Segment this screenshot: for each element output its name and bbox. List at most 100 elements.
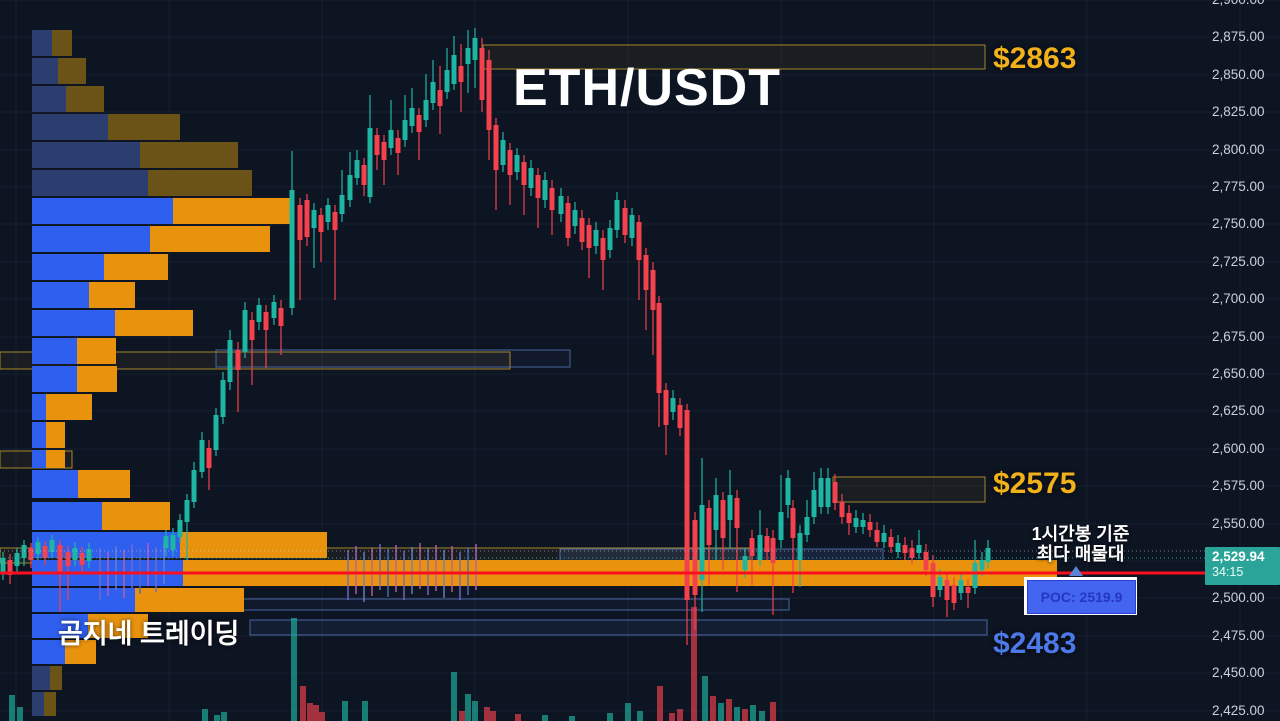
candle-body [764, 536, 770, 552]
price-axis-label[interactable]: 2,425.00 [1212, 703, 1265, 718]
supply-zone-annotation: 1시간봉 기준 최다 매물대 [1013, 524, 1148, 564]
volume-bar [342, 701, 348, 721]
volume-profile-buy-bar [32, 640, 65, 664]
candle-body [213, 415, 219, 450]
candle-body [388, 130, 394, 148]
candle-body [958, 580, 964, 593]
candle-body [367, 128, 373, 197]
candle-body [493, 125, 499, 170]
last-price-value: 2,529.94 [1212, 549, 1265, 564]
candle-body [381, 142, 387, 160]
volume-bar [221, 712, 227, 721]
candle-body [170, 535, 176, 550]
volume-bar [657, 686, 663, 721]
price-axis-label[interactable]: 2,875.00 [1212, 29, 1265, 44]
candle-body [416, 115, 422, 132]
candle-body [318, 215, 324, 232]
candle-body [339, 195, 345, 214]
volume-profile-buy-bar [32, 450, 46, 468]
candle-body [706, 508, 712, 545]
price-axis-label[interactable]: 2,775.00 [1212, 179, 1265, 194]
candle-body [28, 548, 34, 560]
volume-profile-buy-bar [32, 30, 52, 56]
candle-body [479, 48, 485, 100]
volume-bar [637, 711, 643, 721]
price-axis-label[interactable]: 2,700.00 [1212, 291, 1265, 306]
candle-body [846, 513, 852, 523]
volume-profile-sell-bar [77, 366, 117, 392]
candle-body [227, 340, 233, 382]
candle-body [220, 380, 226, 417]
volume-profile-sell-bar [66, 86, 104, 112]
volume-profile-sell-bar [77, 338, 116, 364]
candle-body [35, 542, 41, 554]
price-tag-2483[interactable]: $2483 [993, 627, 1077, 660]
candle-body [684, 410, 690, 600]
candle-body [663, 390, 669, 425]
price-axis-label[interactable]: 2,750.00 [1212, 216, 1265, 231]
poc-callout-inner: POC: 2519.9 [1027, 580, 1136, 614]
price-axis-label[interactable]: 2,600.00 [1212, 441, 1265, 456]
volume-profile-buy-bar [32, 692, 44, 716]
price-tag-2575[interactable]: $2575 [993, 467, 1077, 500]
volume-profile-sell-bar [102, 502, 170, 530]
volume-bar [515, 714, 521, 721]
price-tag-2863[interactable]: $2863 [993, 42, 1077, 75]
candle-body [895, 543, 901, 552]
volume-bar [702, 676, 708, 721]
candle-body [558, 196, 564, 214]
candle-body [860, 520, 866, 527]
volume-profile-sell-bar [135, 588, 244, 612]
candle-body [242, 310, 248, 352]
volume-profile-buy-bar [32, 422, 46, 448]
price-axis-label[interactable]: 2,675.00 [1212, 329, 1265, 344]
price-axis-label[interactable]: 2,450.00 [1212, 665, 1265, 680]
volume-bar [742, 709, 748, 721]
volume-bar [17, 707, 23, 721]
price-axis-label[interactable]: 2,900.00 [1212, 0, 1278, 9]
price-axis-label[interactable]: 2,550.00 [1212, 516, 1265, 531]
volume-bar [710, 696, 716, 721]
volume-bar [472, 701, 478, 721]
candle-body [818, 478, 824, 507]
candle-body [951, 585, 957, 603]
candle-body [888, 537, 894, 547]
candle-body [692, 520, 698, 595]
candle-body [65, 552, 71, 566]
poc-callout-box[interactable]: POC: 2519.9 [1024, 577, 1137, 615]
volume-profile-sell-bar [115, 310, 193, 336]
candle-body [937, 577, 943, 590]
candle-body [600, 238, 606, 260]
volume-profile-buy-bar [32, 588, 135, 612]
candle-body [361, 165, 367, 185]
price-axis-label[interactable]: 2,625.00 [1212, 403, 1265, 418]
candle-body [727, 495, 733, 520]
price-axis-label[interactable]: 2,725.00 [1212, 254, 1265, 269]
volume-profile-buy-bar [32, 502, 102, 530]
volume-profile-sell-bar [44, 692, 56, 716]
price-axis-label[interactable]: 2,500.00 [1212, 590, 1265, 605]
price-axis-label[interactable]: 2,575.00 [1212, 478, 1265, 493]
candle-countdown: 34:15 [1212, 565, 1244, 579]
price-axis-label[interactable]: 2,825.00 [1212, 104, 1265, 119]
volume-bar [291, 618, 297, 721]
candle-body [586, 225, 592, 248]
price-axis-label[interactable]: 2,850.00 [1212, 67, 1265, 82]
price-axis-label[interactable]: 2,800.00 [1212, 142, 1265, 157]
volume-profile-buy-bar [32, 282, 89, 308]
candle-body [720, 500, 726, 538]
price-axis-label[interactable]: 2,475.00 [1212, 628, 1265, 643]
yellow-supply-zone-box [482, 44, 986, 70]
candle-body [297, 205, 303, 240]
candle-body [614, 200, 620, 230]
candle-body [656, 303, 662, 393]
volume-bar [691, 607, 697, 721]
price-axis-label[interactable]: 2,650.00 [1212, 366, 1265, 381]
candle-body [395, 138, 401, 153]
volume-profile-sell-bar [46, 394, 92, 420]
candle-body [486, 60, 492, 130]
candle-body [965, 587, 971, 593]
candle-body [797, 533, 803, 560]
